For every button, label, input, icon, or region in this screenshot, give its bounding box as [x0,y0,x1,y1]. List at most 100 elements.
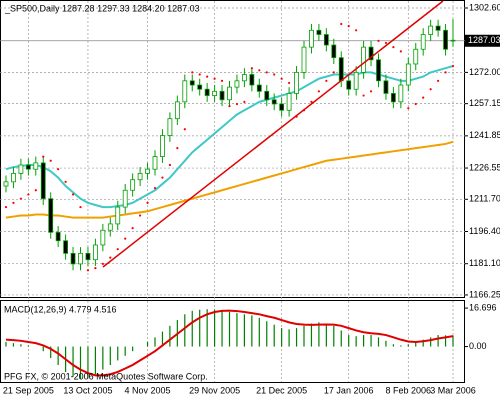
candle-body [115,206,121,225]
sar-dot [384,41,388,45]
candle-body [286,93,292,111]
candle-body [234,80,240,88]
candle-body [383,80,389,94]
price-label: 1287.03 [468,35,500,45]
price-box [465,34,500,47]
sar-dot [86,269,90,272]
trend-line [102,0,444,268]
sar-dot [27,193,30,196]
candle-body [204,88,210,96]
sar-dot [347,24,350,28]
candle-body [40,162,46,200]
candle-body [70,252,76,265]
sar-dot [392,46,395,49]
moving-average [5,140,454,219]
sar-dot [220,79,224,82]
sar-dot [116,248,119,251]
sar-dot [258,69,261,72]
candle-body [78,252,83,265]
x-tick-label: 17 Jan 2006 [324,385,374,395]
sar-dot [79,205,82,209]
sar-dot [377,39,380,42]
candle-body [93,244,98,261]
sar-dot [355,29,358,32]
candle-body [167,118,173,136]
candle-body [450,39,456,42]
sar-dot [139,214,142,217]
sar-dot [94,267,97,270]
candle-body [368,46,374,61]
candle-body [346,80,352,90]
sar-dot [213,77,216,80]
candle-body [390,93,396,103]
candle-body [130,179,136,191]
candle-body [323,34,329,46]
y-tick-label: 1211.70 [469,194,500,204]
y-tick-label: 1196.40 [469,226,500,236]
watermark: PFG FX, © 2001-2006 MetaQuotes Software … [4,371,208,381]
candle-body [182,80,188,103]
y-tick-label: 1181.10 [469,258,500,268]
sar-dot [153,187,157,190]
x-tick-label: 21 Dec 2005 [256,385,307,395]
candle-body [189,80,195,86]
y-tick-label: 1272.00 [469,67,500,77]
sar-dot [250,67,253,70]
candle-body [376,59,381,82]
sar-dot [34,189,37,192]
candle-body [48,198,54,233]
macd-panel-border [0,300,465,383]
sar-dot [340,22,343,26]
y-tick-label: 1226.55 [469,162,500,172]
sar-dot [407,107,410,110]
candle-body [33,162,39,170]
x-tick-label: 4 Nov 2005 [125,385,171,395]
sar-dot [64,180,67,183]
candle-body [294,71,299,94]
candle-body [212,90,218,96]
sar-dot [369,90,373,93]
sar-dot [325,79,328,82]
sar-dot [191,71,194,74]
sar-dot [161,176,164,179]
sar-dot [273,73,276,76]
candle-body [152,156,158,170]
candle-body [145,168,150,174]
y-tick-label: 0.00 [469,341,487,351]
y-tick-label: 1241.85 [469,130,500,140]
sar-dot [19,197,22,200]
candle-body [160,135,165,157]
x-tick-label: 13 Oct 2005 [63,385,112,395]
sar-dot [437,79,440,82]
candle-body [219,90,225,101]
sar-dot [422,96,425,99]
signal-line [5,309,454,377]
sar-dot [206,75,209,78]
sar-dot [57,168,60,171]
x-tick-label: 21 Sep 2005 [3,385,54,395]
sar-dot [109,256,112,259]
sar-dot [183,128,186,131]
y-tick-label: 1166.25 [469,289,500,299]
x-tick-label: 3 Mar 2006 [430,385,476,395]
main-panel-border [0,0,465,298]
y-tick-label: 1257.15 [469,98,500,108]
sar-dot [288,81,291,85]
candle-body [197,84,203,90]
sar-dot [4,205,8,209]
candle-body [361,46,367,73]
sar-dot [444,71,447,74]
sar-dot [332,71,335,74]
candle-body [353,71,359,90]
sar-dot [146,201,149,204]
candle-body [25,164,31,170]
candle-body [174,101,180,120]
candle-body [420,34,426,50]
sar-dot [168,163,171,167]
macd-title: MACD(12,26,9) 4.779 4.516 [4,304,117,314]
sar-dot [42,155,45,158]
candle-body [331,44,337,59]
sar-dot [198,73,201,76]
